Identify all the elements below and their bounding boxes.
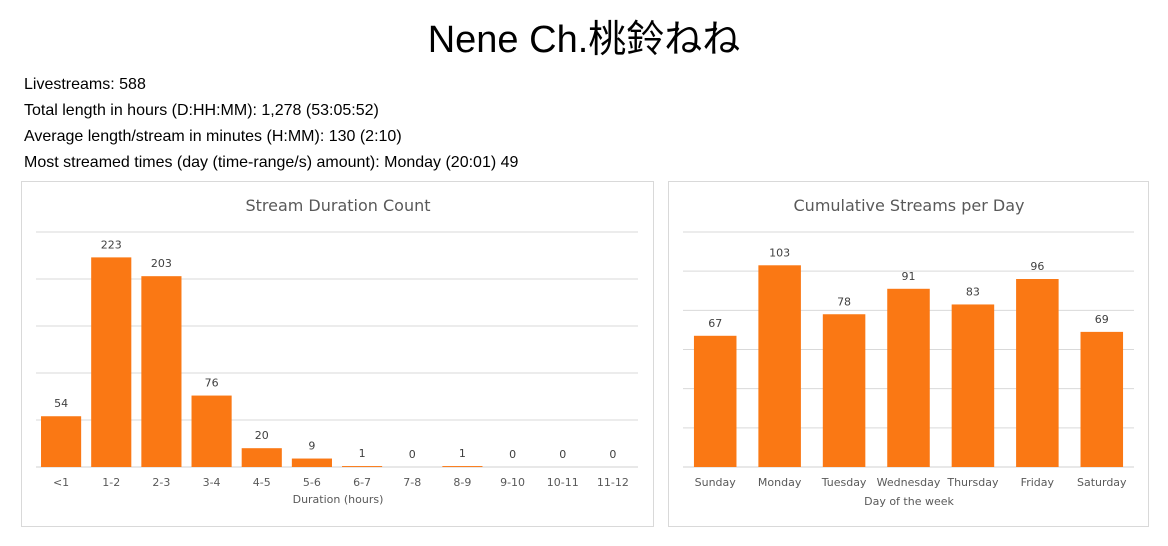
duration-chart-tick-label-8-9: 8-9 xyxy=(453,476,471,489)
weekday-chart-tick-label-sunday: Sunday xyxy=(695,476,737,489)
duration-chart-tick-label-2-3: 2-3 xyxy=(152,476,170,489)
weekday-chart-data-label-wednesday: 91 xyxy=(902,270,916,283)
duration-chart-data-label-5-6: 9 xyxy=(308,440,315,453)
weekday-chart-bar-wednesday xyxy=(887,288,930,467)
duration-chart: Stream Duration Count Duration (hours) 5… xyxy=(36,196,638,506)
weekday-chart-data-label-sunday: 67 xyxy=(708,317,722,330)
page-title: Nene Ch.桃鈴ねね xyxy=(427,19,741,61)
duration-chart-bar-3-4 xyxy=(191,395,232,467)
weekday-chart-bar-tuesday xyxy=(822,314,866,467)
stat-total-length: Total length in hours (D:HH:MM): 1,278 (… xyxy=(24,102,379,119)
duration-chart-data-label-3-4: 76 xyxy=(205,377,219,390)
duration-chart-tick-label-6-7: 6-7 xyxy=(353,476,371,489)
duration-chart-bar-6-7 xyxy=(342,466,383,467)
duration-chart-data-label-1-2: 223 xyxy=(101,238,122,251)
duration-chart-bar-8-9 xyxy=(442,466,483,467)
weekday-chart-bar-sunday xyxy=(693,335,737,467)
duration-chart-gridlines xyxy=(36,231,638,468)
weekday-chart-data-label-saturday: 69 xyxy=(1095,313,1109,326)
weekday-chart-bar-friday xyxy=(1016,279,1059,467)
weekday-chart-data-label-monday: 103 xyxy=(769,246,790,259)
duration-chart-data-label-9-10: 0 xyxy=(509,448,516,461)
duration-chart-bar-2-3 xyxy=(141,276,182,467)
duration-chart-data-label-11-12: 0 xyxy=(609,448,616,461)
weekday-chart-bar-thursday xyxy=(951,304,995,467)
weekday-chart: Cumulative Streams per Day Day of the we… xyxy=(683,196,1134,508)
stat-most-streamed: Most streamed times (day (time-range/s) … xyxy=(24,154,519,171)
duration-chart-tick-label-11-12: 11-12 xyxy=(597,476,629,489)
stat-average-length: Average length/stream in minutes (H:MM):… xyxy=(24,128,402,145)
duration-chart-panel: Stream Duration Count Duration (hours) 5… xyxy=(21,181,654,527)
duration-chart-tick-label-7-8: 7-8 xyxy=(403,476,421,489)
duration-chart-tick-label-4-5: 4-5 xyxy=(253,476,271,489)
duration-chart-tick-label-lt1: <1 xyxy=(53,476,69,489)
duration-chart-x-axis-label: Duration (hours) xyxy=(293,493,384,506)
duration-chart-data-label-6-7: 1 xyxy=(359,447,366,460)
weekday-chart-data-label-tuesday: 78 xyxy=(837,295,851,308)
duration-chart-tick-label-10-11: 10-11 xyxy=(547,476,579,489)
weekday-chart-data-label-friday: 96 xyxy=(1030,260,1044,273)
duration-chart-tick-label-5-6: 5-6 xyxy=(303,476,321,489)
stats-block: Livestreams: 588 Total length in hours (… xyxy=(24,72,518,176)
duration-chart-data-label-4-5: 20 xyxy=(255,429,269,442)
weekday-chart-bar-saturday xyxy=(1080,331,1124,467)
duration-chart-bar-1-2 xyxy=(91,257,132,467)
duration-chart-data-label-2-3: 203 xyxy=(151,257,172,270)
duration-chart-tick-label-9-10: 9-10 xyxy=(500,476,525,489)
weekday-chart-tick-label-wednesday: Wednesday xyxy=(877,476,941,489)
weekday-chart-x-axis-label: Day of the week xyxy=(864,495,954,508)
duration-chart-tick-label-1-2: 1-2 xyxy=(102,476,120,489)
duration-chart-bar-4-5 xyxy=(241,448,282,467)
weekday-chart-title: Cumulative Streams per Day xyxy=(794,196,1025,215)
weekday-chart-tick-label-monday: Monday xyxy=(758,476,802,489)
duration-chart-title: Stream Duration Count xyxy=(245,196,430,215)
duration-chart-bar-lt1 xyxy=(41,416,82,467)
weekday-chart-tick-label-saturday: Saturday xyxy=(1077,476,1127,489)
weekday-chart-panel: Cumulative Streams per Day Day of the we… xyxy=(668,181,1149,527)
weekday-chart-tick-label-friday: Friday xyxy=(1021,476,1055,489)
weekday-chart-tick-label-thursday: Thursday xyxy=(946,476,999,489)
stat-livestreams: Livestreams: 588 xyxy=(24,76,146,93)
duration-chart-data-label-8-9: 1 xyxy=(459,447,466,460)
duration-chart-data-label-7-8: 0 xyxy=(409,448,416,461)
weekday-chart-bar-monday xyxy=(758,265,801,467)
duration-chart-bar-5-6 xyxy=(291,458,332,467)
weekday-chart-data-label-thursday: 83 xyxy=(966,285,980,298)
duration-chart-tick-label-3-4: 3-4 xyxy=(203,476,221,489)
weekday-chart-tick-label-tuesday: Tuesday xyxy=(821,476,867,489)
duration-chart-data-label-lt1: 54 xyxy=(54,397,68,410)
duration-chart-data-label-10-11: 0 xyxy=(559,448,566,461)
